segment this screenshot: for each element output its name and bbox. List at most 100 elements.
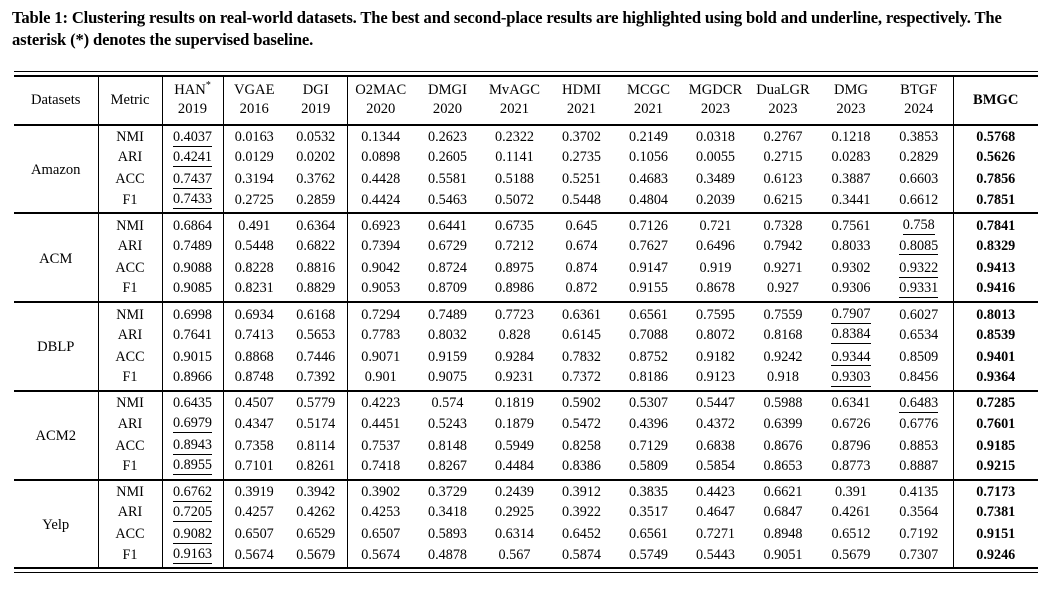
metric-value: 0.9155 [628, 280, 668, 297]
metric-value: 0.4262 [285, 501, 348, 524]
second-best-value: 0.7205 [172, 503, 212, 522]
metric-value: 0.6934 [234, 306, 274, 323]
metric-value: 0.1141 [495, 149, 534, 166]
metric-value: 0.6027 [885, 302, 954, 325]
metric-value: 0.6529 [285, 523, 348, 547]
metric-label: ARI [98, 146, 163, 169]
metric-value: 0.8724 [427, 260, 467, 277]
metric-value: 0.6998 [162, 302, 224, 325]
metric-value: 0.7561 [831, 217, 871, 234]
metric-value: 0.7723 [494, 306, 534, 323]
metric-value: 0.5854 [695, 457, 735, 474]
column-header-method: BTGF 2024 [885, 75, 954, 126]
metric-value: 0.4451 [361, 415, 401, 432]
dataset-group: ACM2 NMI 0.6435 0.4507 0.5779 0.4223 0.574 0.18… [14, 390, 1038, 480]
table-row: F1 0.9085 0.8231 0.8829 0.9053 0.8709 0.8986 0.… [14, 279, 1038, 302]
metric-label: ACC [98, 257, 163, 280]
second-best-value: 0.7437 [172, 171, 212, 189]
column-header-method: BMGC [953, 75, 1038, 126]
metric-value: 0.7433 [162, 191, 224, 214]
metric-value: 0.4253 [361, 504, 401, 521]
metric-value: 0.8709 [427, 280, 467, 297]
metric-value: 0.2767 [763, 129, 803, 146]
metric-value: 0.5243 [427, 415, 467, 432]
method-year: 2019 [301, 101, 331, 117]
metric-value: 0.5679 [285, 546, 348, 569]
metric-value: 0.8114 [285, 435, 348, 458]
metric-label: ACC [98, 168, 163, 192]
metric-value: 0.9302 [831, 260, 871, 277]
metric-value: 0.6822 [285, 235, 348, 258]
dataset-group: Yelp NMI 0.6762 0.3919 0.3942 0.3902 0.3729 0.2… [14, 479, 1038, 569]
metric-value: 0.8329 [976, 238, 1016, 255]
metric-value: 0.4257 [234, 504, 274, 521]
metric-value: 0.5679 [831, 546, 871, 563]
metric-value: 0.8868 [234, 348, 274, 365]
metric-value: 0.7192 [885, 523, 954, 547]
metric-value: 0.3942 [285, 479, 348, 502]
metric-value: 0.5779 [285, 390, 348, 413]
metric-value: 0.4484 [494, 457, 534, 474]
metric-value: 0.9331 [885, 279, 954, 302]
metric-value: 0.4396 [628, 415, 668, 432]
metric-value: 0.9306 [831, 280, 871, 297]
metric-value: 0.6364 [285, 213, 348, 236]
metric-label: ARI [98, 412, 163, 436]
table-row: ACC 0.7437 0.3194 0.3762 0.4428 0.5581 0.5188 0… [14, 168, 1038, 192]
metric-value: 0.6168 [285, 302, 348, 325]
metric-label: F1 [98, 279, 163, 302]
metric-value: 0.8231 [234, 280, 274, 297]
metric-value: 0.7205 [162, 501, 224, 524]
metric-label: F1 [98, 368, 163, 391]
column-header-method: VGAE 2016 [223, 75, 285, 126]
metric-value: 0.8796 [831, 437, 871, 454]
metric-value: 0.3194 [234, 171, 274, 188]
metric-value: 0.0129 [234, 149, 274, 166]
metric-value: 0.9344 [817, 346, 885, 368]
second-best-value: 0.758 [902, 217, 935, 236]
metric-value: 0.2735 [561, 149, 601, 166]
second-best-value: 0.9331 [899, 279, 939, 298]
table-row: Amazon NMI 0.4037 0.0163 0.0532 0.1344 0.2623 0… [14, 124, 1038, 214]
metric-value: 0.7129 [628, 437, 668, 454]
column-header-method: DMGI 2020 [414, 75, 481, 126]
metric-value: 0.7088 [628, 326, 668, 343]
metric-label: F1 [98, 191, 163, 214]
metric-value: 0.6399 [763, 415, 803, 432]
metric-value: 0.3729 [427, 484, 467, 501]
metric-label: F1 [98, 546, 163, 569]
metric-value: 0.7783 [361, 326, 401, 343]
column-header-method: DuaLGR 2023 [749, 75, 817, 126]
metric-value: 0.9071 [361, 348, 401, 365]
metric-value: 0.0163 [234, 129, 274, 146]
metric-value: 0.6612 [885, 191, 954, 214]
method-year: 2023 [700, 101, 731, 117]
metric-value: 0.2829 [885, 146, 954, 169]
metric-value: 0.1218 [831, 129, 871, 146]
metric-value: 0.9416 [976, 280, 1016, 297]
metric-value: 0.5174 [285, 412, 348, 436]
metric-value: 0.8085 [885, 235, 954, 258]
metric-value: 0.3902 [361, 484, 401, 501]
metric-value: 0.6979 [162, 412, 224, 436]
metric-value: 0.3922 [561, 504, 601, 521]
metric-value: 0.8384 [817, 324, 885, 346]
metric-value: 0.0318 [695, 129, 735, 146]
metric-value: 0.9271 [763, 260, 803, 277]
dataset-label: DBLP [14, 302, 99, 391]
metric-label: NMI [98, 479, 163, 502]
metric-value: 0.7271 [695, 526, 735, 543]
metric-label: NMI [98, 213, 163, 236]
metric-value: 0.2322 [494, 129, 534, 146]
metric-value: 0.9364 [976, 369, 1016, 386]
metric-value: 0.1056 [628, 149, 668, 166]
metric-value: 0.8986 [494, 280, 534, 297]
metric-value: 0.9185 [976, 437, 1016, 454]
table-row: ACC 0.9088 0.8228 0.8816 0.9042 0.8724 0.8975 0… [14, 257, 1038, 280]
column-header-method: MCGC 2021 [615, 75, 682, 126]
metric-value: 0.8032 [427, 326, 467, 343]
metric-value: 0.9159 [427, 348, 467, 365]
metric-value: 0.7394 [361, 238, 401, 255]
metric-value: 0.7212 [494, 238, 534, 255]
metric-value: 0.7489 [427, 306, 467, 323]
